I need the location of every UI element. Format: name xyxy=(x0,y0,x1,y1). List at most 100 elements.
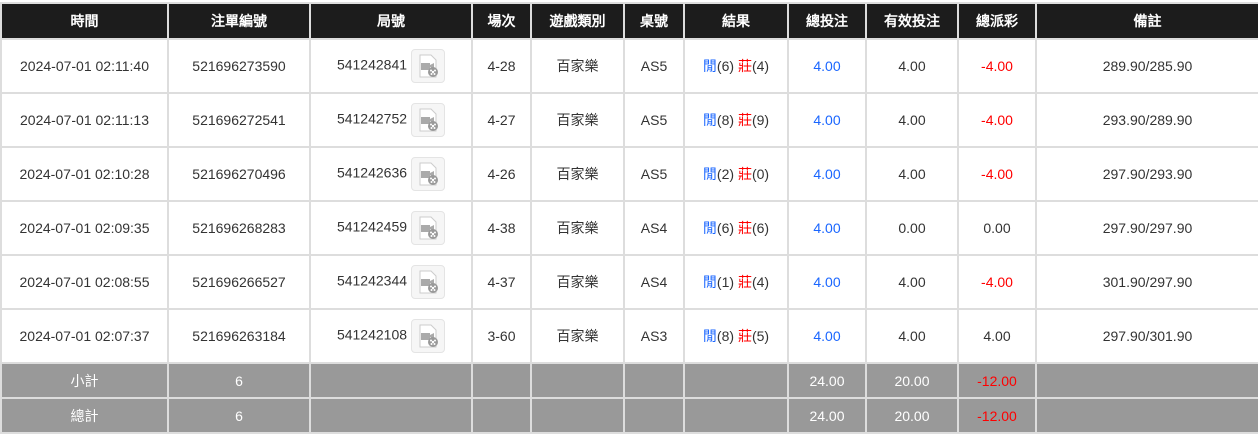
player-points: (8) xyxy=(716,112,735,128)
video-replay-icon[interactable] xyxy=(411,157,446,191)
total-bet[interactable]: 4.00 xyxy=(787,200,867,256)
bet-time: 2024-07-01 02:11:13 xyxy=(0,92,169,148)
grandtotal-row: 總計 6 24.00 20.00 -12.00 xyxy=(0,397,1258,434)
total-bet[interactable]: 4.00 xyxy=(787,92,867,148)
column-header: 時間 xyxy=(0,2,169,40)
column-header: 總投注 xyxy=(787,2,867,40)
banker-points: (4) xyxy=(751,58,770,74)
round-cell: 541242636 xyxy=(309,146,473,202)
video-replay-icon[interactable] xyxy=(411,103,446,137)
player-label: 閒 xyxy=(702,328,717,344)
round-id: 541242344 xyxy=(336,272,408,289)
column-header: 總派彩 xyxy=(957,2,1037,40)
banker-points: (9) xyxy=(751,112,770,128)
banker-label: 莊 xyxy=(737,328,752,344)
banker-label: 莊 xyxy=(737,112,752,128)
player-label: 閒 xyxy=(702,274,717,290)
player-points: (2) xyxy=(716,166,735,182)
total-bet[interactable]: 4.00 xyxy=(787,254,867,310)
grandtotal-valid-bet: 20.00 xyxy=(865,397,959,434)
payout: -4.00 xyxy=(957,38,1037,94)
subtotal-count: 6 xyxy=(167,362,311,399)
note: 297.90/293.90 xyxy=(1035,146,1258,202)
player-points: (6) xyxy=(716,58,735,74)
result: 閒(6) 莊(6) xyxy=(683,200,789,256)
round-cell: 541242752 xyxy=(309,92,473,148)
table-row: 2024-07-01 02:11:40 521696273590 5412428… xyxy=(0,38,1258,94)
column-header: 遊戲類別 xyxy=(530,2,625,40)
subtotal-row: 小計 6 24.00 20.00 -12.00 xyxy=(0,362,1258,399)
valid-bet: 0.00 xyxy=(865,200,959,256)
bet-id: 521696266527 xyxy=(167,254,311,310)
column-header: 場次 xyxy=(471,2,532,40)
video-replay-icon[interactable] xyxy=(411,319,446,353)
bet-id: 521696263184 xyxy=(167,308,311,364)
video-replay-icon[interactable] xyxy=(411,265,446,299)
valid-bet: 4.00 xyxy=(865,254,959,310)
table-id: AS4 xyxy=(623,254,685,310)
session: 4-27 xyxy=(471,92,532,148)
bet-id: 521696270496 xyxy=(167,146,311,202)
payout: -4.00 xyxy=(957,92,1037,148)
note: 297.90/297.90 xyxy=(1035,200,1258,256)
round-id: 541242459 xyxy=(336,218,408,235)
bet-time: 2024-07-01 02:09:35 xyxy=(0,200,169,256)
game-type: 百家樂 xyxy=(530,92,625,148)
game-type: 百家樂 xyxy=(530,146,625,202)
payout: -4.00 xyxy=(957,146,1037,202)
table-id: AS3 xyxy=(623,308,685,364)
grandtotal-label: 總計 xyxy=(0,397,169,434)
subtotal-payout: -12.00 xyxy=(957,362,1037,399)
banker-label: 莊 xyxy=(737,166,752,182)
table-row: 2024-07-01 02:08:55 521696266527 5412423… xyxy=(0,254,1258,310)
result: 閒(1) 莊(4) xyxy=(683,254,789,310)
table-row: 2024-07-01 02:11:13 521696272541 5412427… xyxy=(0,92,1258,148)
round-id: 541242636 xyxy=(336,164,408,181)
note: 289.90/285.90 xyxy=(1035,38,1258,94)
column-header: 結果 xyxy=(683,2,789,40)
subtotal-total-bet: 24.00 xyxy=(787,362,867,399)
bet-time: 2024-07-01 02:10:28 xyxy=(0,146,169,202)
result: 閒(6) 莊(4) xyxy=(683,38,789,94)
session: 3-60 xyxy=(471,308,532,364)
player-label: 閒 xyxy=(702,112,717,128)
video-replay-icon[interactable] xyxy=(411,211,446,245)
game-type: 百家樂 xyxy=(530,38,625,94)
header-row: 時間 注單編號 局號 場次 遊戲類別 桌號 結果 總投注 有效投注 總派彩 備註 xyxy=(0,2,1258,40)
session: 4-26 xyxy=(471,146,532,202)
valid-bet: 4.00 xyxy=(865,146,959,202)
round-cell: 541242841 xyxy=(309,38,473,94)
banker-points: (5) xyxy=(751,328,770,344)
note: 301.90/297.90 xyxy=(1035,254,1258,310)
round-id: 541242752 xyxy=(336,110,408,127)
banker-points: (6) xyxy=(751,220,770,236)
player-points: (6) xyxy=(716,220,735,236)
subtotal-label: 小計 xyxy=(0,362,169,399)
player-label: 閒 xyxy=(702,166,717,182)
bet-id: 521696268283 xyxy=(167,200,311,256)
banker-label: 莊 xyxy=(737,274,752,290)
game-type: 百家樂 xyxy=(530,254,625,310)
result: 閒(8) 莊(5) xyxy=(683,308,789,364)
valid-bet: 4.00 xyxy=(865,38,959,94)
table-id: AS5 xyxy=(623,146,685,202)
player-points: (1) xyxy=(716,274,735,290)
total-bet[interactable]: 4.00 xyxy=(787,146,867,202)
grandtotal-payout: -12.00 xyxy=(957,397,1037,434)
total-bet[interactable]: 4.00 xyxy=(787,308,867,364)
round-id: 541242841 xyxy=(336,56,408,73)
player-label: 閒 xyxy=(702,220,717,236)
note: 297.90/301.90 xyxy=(1035,308,1258,364)
banker-points: (0) xyxy=(751,166,770,182)
round-cell: 541242108 xyxy=(309,308,473,364)
video-replay-icon[interactable] xyxy=(411,49,446,83)
total-bet[interactable]: 4.00 xyxy=(787,38,867,94)
banker-points: (4) xyxy=(751,274,770,290)
table-id: AS5 xyxy=(623,38,685,94)
player-label: 閒 xyxy=(702,58,717,74)
round-cell: 541242344 xyxy=(309,254,473,310)
bet-id: 521696273590 xyxy=(167,38,311,94)
column-header: 局號 xyxy=(309,2,473,40)
session: 4-28 xyxy=(471,38,532,94)
